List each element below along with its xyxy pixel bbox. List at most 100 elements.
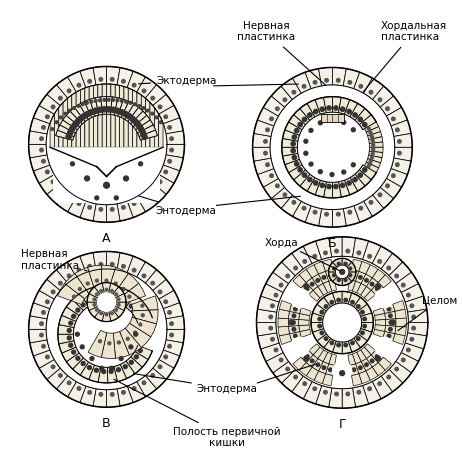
Circle shape <box>69 343 73 347</box>
Circle shape <box>336 213 339 216</box>
Circle shape <box>111 312 113 315</box>
Circle shape <box>112 98 114 101</box>
Circle shape <box>269 326 272 330</box>
Polygon shape <box>137 262 156 283</box>
Circle shape <box>307 177 311 182</box>
Polygon shape <box>101 333 115 359</box>
Polygon shape <box>252 147 270 161</box>
Polygon shape <box>306 355 317 367</box>
Circle shape <box>121 206 125 209</box>
Polygon shape <box>298 325 309 332</box>
Circle shape <box>163 115 167 119</box>
Polygon shape <box>322 374 332 386</box>
Circle shape <box>163 170 167 174</box>
Circle shape <box>90 100 93 103</box>
Circle shape <box>78 287 81 291</box>
Polygon shape <box>305 69 321 89</box>
Polygon shape <box>113 365 126 382</box>
Polygon shape <box>299 269 311 282</box>
Polygon shape <box>113 306 124 317</box>
Polygon shape <box>88 365 100 382</box>
Polygon shape <box>344 177 357 195</box>
Circle shape <box>111 290 113 292</box>
Circle shape <box>362 168 366 172</box>
Circle shape <box>95 279 98 282</box>
Circle shape <box>150 112 153 115</box>
Circle shape <box>308 128 312 132</box>
Polygon shape <box>314 180 325 197</box>
Circle shape <box>400 358 404 362</box>
Polygon shape <box>94 283 104 294</box>
Circle shape <box>142 89 145 92</box>
Circle shape <box>97 107 102 112</box>
Circle shape <box>310 282 313 286</box>
Polygon shape <box>292 72 311 93</box>
Polygon shape <box>370 282 382 295</box>
Polygon shape <box>75 267 95 294</box>
Polygon shape <box>80 88 85 147</box>
Circle shape <box>364 279 368 282</box>
Circle shape <box>51 180 55 183</box>
Circle shape <box>386 375 390 379</box>
Circle shape <box>42 310 45 314</box>
Circle shape <box>45 170 49 174</box>
Polygon shape <box>134 309 152 323</box>
Polygon shape <box>59 341 76 353</box>
Polygon shape <box>98 367 107 383</box>
Circle shape <box>94 196 99 200</box>
Circle shape <box>291 321 294 324</box>
Circle shape <box>356 304 359 308</box>
Polygon shape <box>356 350 366 362</box>
Circle shape <box>142 134 147 139</box>
Circle shape <box>142 107 144 109</box>
Circle shape <box>69 127 75 131</box>
Polygon shape <box>385 319 395 326</box>
Polygon shape <box>365 159 380 168</box>
Circle shape <box>307 113 311 117</box>
Circle shape <box>134 310 138 314</box>
Polygon shape <box>158 114 163 147</box>
Polygon shape <box>354 170 370 186</box>
Polygon shape <box>79 102 92 119</box>
Polygon shape <box>357 304 371 316</box>
Circle shape <box>68 109 71 112</box>
Polygon shape <box>265 353 288 373</box>
Polygon shape <box>288 319 298 326</box>
Polygon shape <box>332 209 345 227</box>
Circle shape <box>347 80 351 84</box>
Polygon shape <box>347 354 355 365</box>
Polygon shape <box>102 311 111 322</box>
Circle shape <box>395 163 398 166</box>
Polygon shape <box>84 99 95 117</box>
Circle shape <box>109 366 113 370</box>
Circle shape <box>47 269 166 389</box>
Polygon shape <box>299 308 310 316</box>
Circle shape <box>88 365 91 370</box>
Polygon shape <box>84 99 95 117</box>
Circle shape <box>319 310 323 314</box>
Circle shape <box>351 368 355 371</box>
Circle shape <box>110 107 115 112</box>
Circle shape <box>303 356 308 361</box>
Polygon shape <box>137 92 141 147</box>
Circle shape <box>269 117 273 121</box>
Polygon shape <box>316 334 330 348</box>
Circle shape <box>377 98 381 102</box>
Circle shape <box>313 109 317 114</box>
Circle shape <box>121 391 125 394</box>
Polygon shape <box>375 320 385 326</box>
Circle shape <box>129 102 131 104</box>
Circle shape <box>297 113 366 182</box>
Polygon shape <box>119 85 124 147</box>
Text: Хорда: Хорда <box>264 237 339 271</box>
Circle shape <box>369 359 373 363</box>
Circle shape <box>130 116 135 122</box>
Polygon shape <box>101 265 115 292</box>
Polygon shape <box>318 271 328 283</box>
Polygon shape <box>277 309 289 319</box>
Circle shape <box>315 363 319 366</box>
Circle shape <box>350 163 355 167</box>
Circle shape <box>99 99 101 102</box>
Circle shape <box>138 316 142 320</box>
Circle shape <box>132 202 136 205</box>
